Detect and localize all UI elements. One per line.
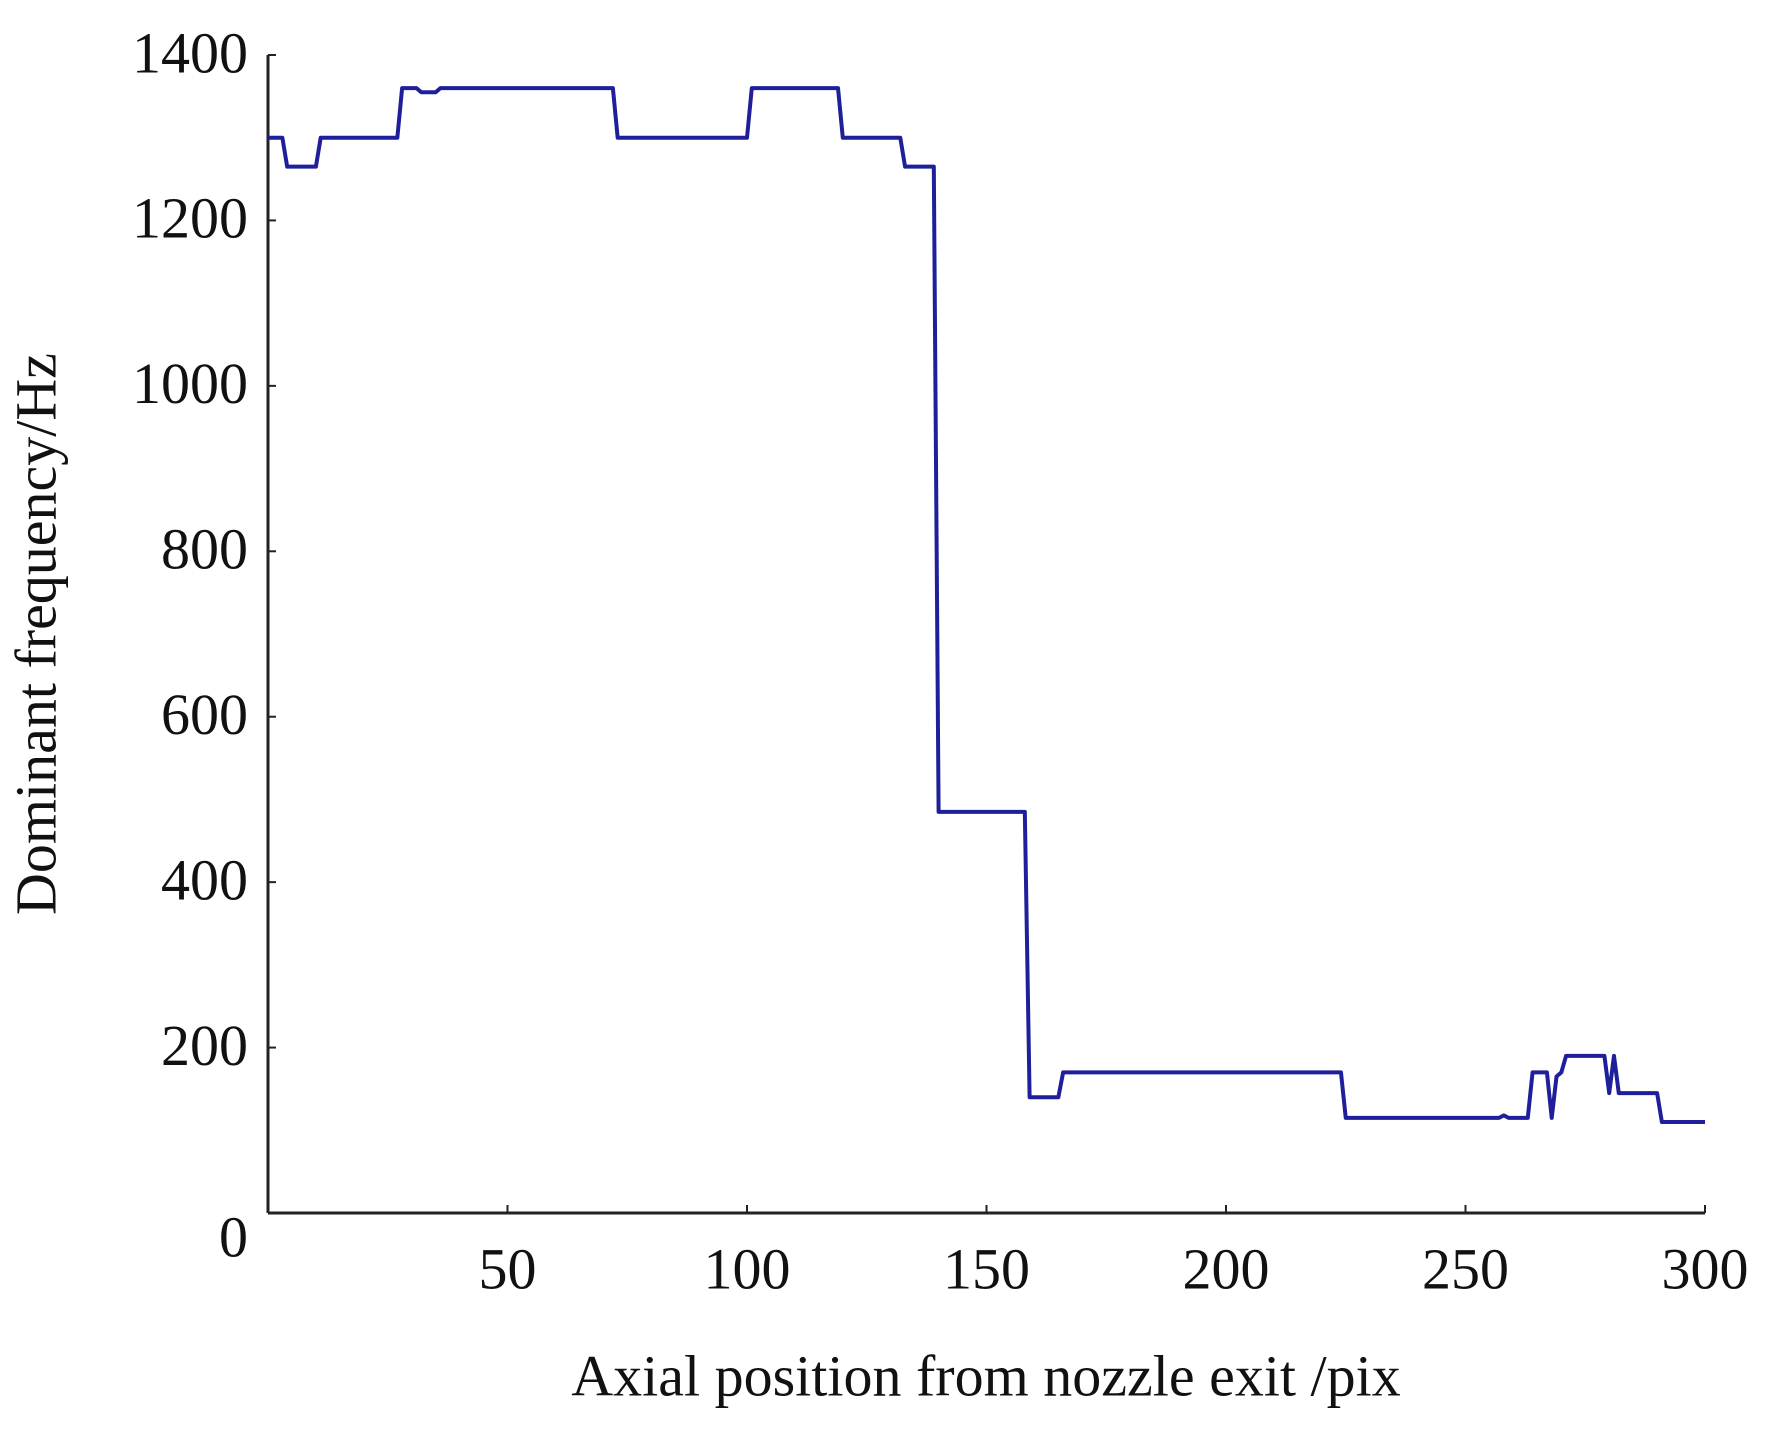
y-tick-label: 200 [161, 1013, 248, 1078]
y-tick-label: 0 [219, 1204, 248, 1269]
y-tick-label: 1400 [132, 20, 248, 85]
x-tick-label: 50 [479, 1236, 537, 1301]
data-line [268, 86, 1705, 1125]
x-tick-label: 150 [943, 1236, 1030, 1301]
x-tick-label: 200 [1183, 1236, 1270, 1301]
y-tick-label: 800 [161, 517, 248, 582]
x-tick-label: 100 [704, 1236, 791, 1301]
y-tick-label: 600 [161, 682, 248, 747]
x-tick-label: 300 [1662, 1236, 1749, 1301]
y-tick-label: 1000 [132, 351, 248, 416]
y-axis-label: Dominant frequency/Hz [3, 353, 68, 915]
x-axis-label: Axial position from nozzle exit /pix [571, 1343, 1401, 1408]
y-tick-label: 400 [161, 847, 248, 912]
y-tick-label: 1200 [132, 186, 248, 251]
x-tick-label: 250 [1422, 1236, 1509, 1301]
